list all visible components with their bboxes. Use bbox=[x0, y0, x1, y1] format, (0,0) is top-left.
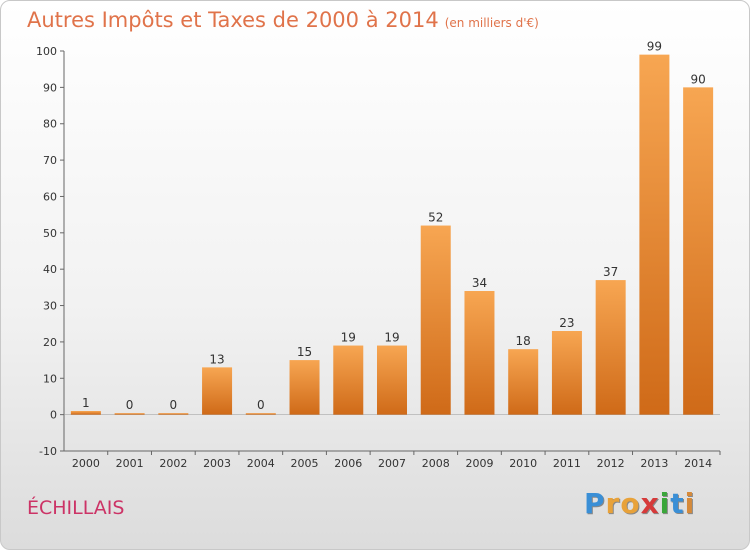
bar bbox=[639, 54, 670, 415]
x-tick-label: 2010 bbox=[509, 457, 537, 470]
data-label: 90 bbox=[690, 72, 705, 86]
data-label: 1 bbox=[82, 396, 90, 410]
x-tick-label: 2005 bbox=[291, 457, 319, 470]
x-tick-label: 2008 bbox=[422, 457, 450, 470]
bar bbox=[551, 331, 582, 415]
logo-letter: P bbox=[584, 487, 606, 520]
x-tick-label: 2001 bbox=[116, 457, 144, 470]
data-label: 15 bbox=[297, 345, 312, 359]
logo-letter: i bbox=[659, 487, 671, 520]
x-tick-label: 2006 bbox=[334, 457, 362, 470]
data-label: 19 bbox=[341, 331, 356, 345]
data-label: 23 bbox=[559, 316, 574, 330]
bar bbox=[245, 413, 276, 415]
bar bbox=[289, 360, 320, 415]
bar bbox=[508, 349, 539, 415]
y-tick-label: 10 bbox=[43, 372, 57, 385]
proxiti-logo: Proxiti bbox=[584, 487, 695, 520]
logo-letter: o bbox=[620, 487, 641, 520]
x-tick-label: 2012 bbox=[597, 457, 625, 470]
bar bbox=[683, 87, 714, 415]
x-tick-label: 2009 bbox=[465, 457, 493, 470]
commune-name: ÉCHILLAIS bbox=[27, 497, 125, 519]
x-tick-label: 2002 bbox=[159, 457, 187, 470]
x-tick-label: 2013 bbox=[640, 457, 668, 470]
logo-letter: r bbox=[605, 487, 621, 520]
x-tick-label: 2003 bbox=[203, 457, 231, 470]
y-tick-label: 60 bbox=[43, 190, 57, 203]
y-tick-label: 40 bbox=[43, 263, 57, 276]
bar bbox=[114, 413, 145, 415]
x-tick-label: 2007 bbox=[378, 457, 406, 470]
unit-text: (en milliers d'€) bbox=[444, 16, 539, 30]
y-tick-label: -10 bbox=[39, 445, 57, 458]
y-tick-label: 90 bbox=[43, 81, 57, 94]
data-label: 0 bbox=[126, 398, 134, 412]
y-tick-label: 20 bbox=[43, 336, 57, 349]
data-label: 19 bbox=[384, 331, 399, 345]
y-tick-label: 0 bbox=[50, 409, 57, 422]
y-tick-label: 30 bbox=[43, 300, 57, 313]
logo-letter: t bbox=[670, 487, 685, 520]
bar bbox=[420, 225, 451, 415]
x-tick-label: 2004 bbox=[247, 457, 275, 470]
data-label: 0 bbox=[257, 398, 265, 412]
bar bbox=[333, 345, 364, 415]
data-label: 0 bbox=[170, 398, 178, 412]
data-label: 37 bbox=[603, 265, 618, 279]
x-tick-label: 2011 bbox=[553, 457, 581, 470]
bar bbox=[70, 411, 101, 415]
data-label: 52 bbox=[428, 211, 443, 225]
logo-letter: x bbox=[640, 487, 660, 520]
data-label: 34 bbox=[472, 276, 487, 290]
y-tick-label: 70 bbox=[43, 154, 57, 167]
bar bbox=[377, 345, 407, 415]
title-text: Autres Impôts et Taxes de 2000 à 2014 bbox=[27, 8, 439, 32]
y-tick-label: 80 bbox=[43, 118, 57, 131]
logo-letter: i bbox=[684, 487, 696, 520]
bar bbox=[464, 291, 495, 415]
data-label: 18 bbox=[516, 334, 531, 348]
x-tick-label: 2000 bbox=[72, 457, 100, 470]
x-tick-label: 2014 bbox=[684, 457, 712, 470]
data-label: 99 bbox=[647, 40, 662, 54]
bar bbox=[595, 280, 626, 415]
y-tick-label: 50 bbox=[43, 227, 57, 240]
bar bbox=[202, 367, 233, 415]
data-label: 13 bbox=[209, 352, 224, 366]
bar bbox=[158, 413, 189, 415]
chart-title: Autres Impôts et Taxes de 2000 à 2014 (en… bbox=[27, 8, 539, 32]
y-tick-label: 100 bbox=[36, 45, 57, 58]
